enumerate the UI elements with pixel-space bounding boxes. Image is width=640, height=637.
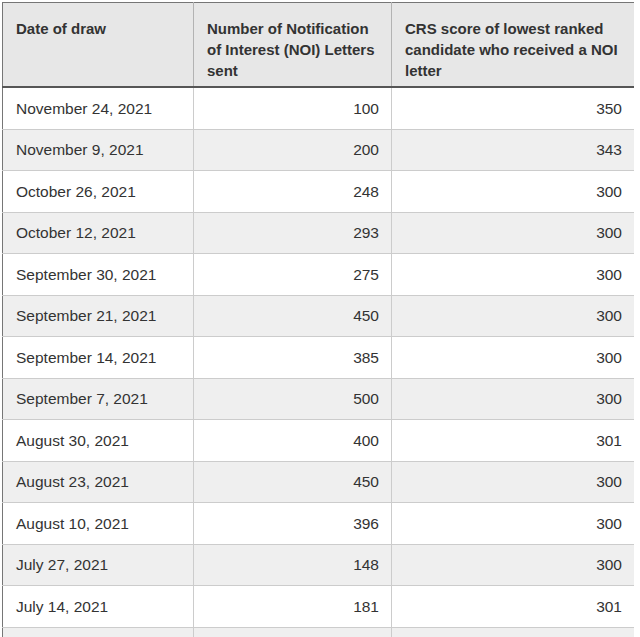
- noi-cell: 275: [194, 254, 392, 296]
- crs-cell: 300: [392, 212, 635, 254]
- date-cell: September 14, 2021: [3, 337, 194, 379]
- table-row: November 24, 2021 100 350: [3, 87, 635, 129]
- noi-cell: 450: [194, 295, 392, 337]
- crs-cell: [392, 627, 635, 637]
- crs-cell: 300: [392, 337, 635, 379]
- noi-cell: 400: [194, 420, 392, 462]
- crs-cell: 300: [392, 544, 635, 586]
- table-row: September 7, 2021 500 300: [3, 378, 635, 420]
- table-row: July 14, 2021 181 301: [3, 586, 635, 628]
- noi-cell: 100: [194, 87, 392, 129]
- date-cell: July 27, 2021: [3, 544, 194, 586]
- column-header-noi-letters: Number of Notification of Interest (NOI)…: [194, 3, 392, 88]
- table-row: August 30, 2021 400 301: [3, 420, 635, 462]
- crs-cell: 300: [392, 503, 635, 545]
- date-cell: November 24, 2021: [3, 87, 194, 129]
- header-row: Date of draw Number of Notification of I…: [3, 3, 635, 88]
- crs-cell: 300: [392, 171, 635, 213]
- table-row: September 21, 2021 450 300: [3, 295, 635, 337]
- date-cell: August 30, 2021: [3, 420, 194, 462]
- noi-cell: 396: [194, 503, 392, 545]
- table-row: October 26, 2021 248 300: [3, 171, 635, 213]
- crs-cell: 343: [392, 129, 635, 171]
- noi-cell: 248: [194, 171, 392, 213]
- crs-cell: 350: [392, 87, 635, 129]
- date-cell: September 21, 2021: [3, 295, 194, 337]
- draw-results-table-container: Date of draw Number of Notification of I…: [2, 2, 634, 637]
- noi-cell: 500: [194, 378, 392, 420]
- crs-cell: 301: [392, 586, 635, 628]
- noi-cell: 293: [194, 212, 392, 254]
- date-cell: October 26, 2021: [3, 171, 194, 213]
- date-cell: August 10, 2021: [3, 503, 194, 545]
- column-header-date: Date of draw: [3, 3, 194, 88]
- table-row: August 23, 2021 450 300: [3, 461, 635, 503]
- table-row: August 10, 2021 396 300: [3, 503, 635, 545]
- date-cell: [3, 627, 194, 637]
- noi-cell: 181: [194, 586, 392, 628]
- date-cell: September 7, 2021: [3, 378, 194, 420]
- column-header-crs-score: CRS score of lowest ranked candidate who…: [392, 3, 635, 88]
- noi-cell: 450: [194, 461, 392, 503]
- noi-cell: 385: [194, 337, 392, 379]
- noi-cell: [194, 627, 392, 637]
- date-cell: November 9, 2021: [3, 129, 194, 171]
- noi-cell: 200: [194, 129, 392, 171]
- table-row: July 27, 2021 148 300: [3, 544, 635, 586]
- crs-cell: 300: [392, 254, 635, 296]
- date-cell: August 23, 2021: [3, 461, 194, 503]
- crs-cell: 300: [392, 378, 635, 420]
- table-row-partial: [3, 627, 635, 637]
- crs-cell: 300: [392, 295, 635, 337]
- draw-results-table: Date of draw Number of Notification of I…: [2, 2, 634, 637]
- table-row: September 14, 2021 385 300: [3, 337, 635, 379]
- date-cell: July 14, 2021: [3, 586, 194, 628]
- date-cell: September 30, 2021: [3, 254, 194, 296]
- crs-cell: 300: [392, 461, 635, 503]
- table-row: November 9, 2021 200 343: [3, 129, 635, 171]
- crs-cell: 301: [392, 420, 635, 462]
- table-row: September 30, 2021 275 300: [3, 254, 635, 296]
- noi-cell: 148: [194, 544, 392, 586]
- date-cell: October 12, 2021: [3, 212, 194, 254]
- table-row: October 12, 2021 293 300: [3, 212, 635, 254]
